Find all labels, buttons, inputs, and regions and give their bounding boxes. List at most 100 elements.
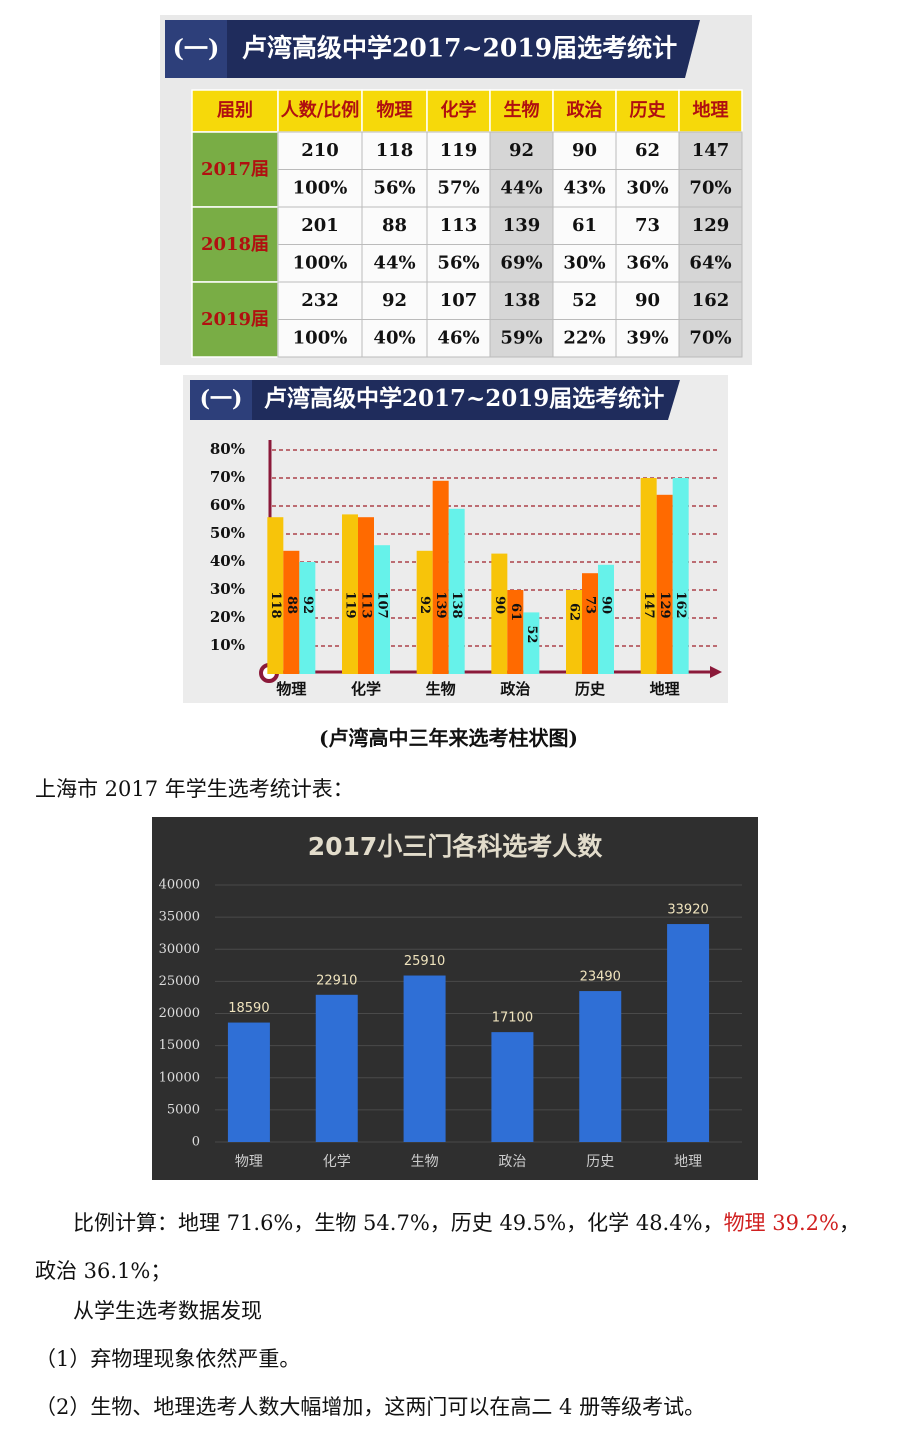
y-tick-label: 50% [210,524,245,542]
x-tick-label: 化学 [351,680,381,698]
intro: 上海市 2017 年学生选考统计表： [35,777,354,801]
bar [374,545,390,674]
cell-text: 22% [563,328,605,349]
bar-count-label: 92 [417,596,432,614]
bar [507,590,524,674]
cell-text: 119 [440,140,478,161]
data-cell [678,319,743,358]
y-tick-label: 10% [210,636,245,654]
bar [299,562,316,674]
y-tick-label: 70% [210,468,245,486]
bar [432,480,449,674]
chart2-title: 2017小三门各科选考人数 [308,832,604,861]
data-cell [277,131,363,170]
y-tick-label: 80% [210,440,245,458]
bar [582,573,598,674]
y-tick-label: 60% [210,496,245,514]
bar [656,494,673,674]
axis-arrow [710,666,722,678]
cell-text: 30% [626,178,668,199]
cell-text: 210 [301,140,339,161]
chart-title: 卢湾高级中学2017~2019届选考统计 [264,385,664,412]
bar-count-label: 113 [359,591,374,618]
cell-text: 118 [376,140,414,161]
cell-text: 138 [503,290,541,311]
data-cell [277,169,363,208]
header-cell [615,89,680,133]
header-cell [678,89,743,133]
cell-text: 100% [293,328,348,349]
y-tick-label: 20000 [159,1006,200,1021]
cell-text: 62 [635,140,660,161]
bar [342,514,358,674]
caption: (卢湾高中三年来选考柱状图) [319,726,578,750]
bar [598,564,614,674]
data-cell [489,169,554,208]
cell-text: 100% [293,178,348,199]
finding: （1）弃物理现象依然严重。 [35,1347,301,1371]
cell-text: 40% [373,328,415,349]
highlight: 物理 39.2% [723,1211,839,1235]
row-label: 2019届 [201,309,269,330]
bar-count-label: 147 [641,591,656,618]
data-cell [489,131,554,170]
y-tick-label: 30% [210,580,245,598]
header-cell [489,89,554,133]
bar [358,517,374,674]
cell-text: 69% [500,253,542,274]
data-cell [361,206,428,245]
cell-text: 57% [437,178,479,199]
data-cell [426,319,491,358]
header-text: 届别 [217,100,253,121]
bar [283,550,300,674]
y-tick-label: 40% [210,552,245,570]
cell-text: 56% [437,253,479,274]
value-label: 25910 [404,954,445,969]
row-label: 2018届 [201,234,269,255]
bar [672,478,689,674]
bar [416,550,433,674]
data-cell [615,244,680,283]
header-cell [277,89,363,133]
bar [267,517,284,674]
finding: （2）生物、地理选考人数大幅增加，这两门可以在高二 4 册等级考试。 [35,1395,706,1419]
bar-count-label: 52 [524,625,539,643]
bar [227,1022,270,1142]
value-label: 17100 [492,1011,533,1026]
data-cell [489,319,554,358]
data-cell [552,131,617,170]
badge: (一) [173,34,220,63]
bar [491,553,508,674]
x-tick-label: 物理 [235,1154,263,1170]
x-tick-label: 地理 [674,1154,702,1170]
cell-text: 59% [500,328,542,349]
bar-count-label: 138 [449,591,464,618]
bar [315,994,358,1142]
cell-text: 139 [503,215,541,236]
cell-text: 36% [626,253,668,274]
cell-text: 92 [382,290,407,311]
badge-bg [190,380,252,420]
header-text: 人数/比例 [281,99,360,121]
bar-count-label: 118 [268,591,283,618]
cell-text: 107 [440,290,478,311]
y-tick-label: 15000 [159,1038,200,1053]
bar-count-label: 73 [583,596,598,614]
bar-count-label: 61 [508,603,523,621]
data-cell [552,281,617,320]
value-label: 33920 [667,903,708,918]
cell-text: 39% [626,328,668,349]
x-tick-label: 化学 [323,1154,351,1170]
bar [403,975,446,1142]
value-label: 23490 [580,970,621,985]
cell-text: 90 [635,290,660,311]
bar-count-label: 90 [492,596,507,614]
cell-text: 56% [373,178,415,199]
bar-count-label: 62 [567,603,582,621]
cell-text: 129 [692,215,730,236]
bar-count-label: 119 [343,591,358,618]
row-label-cell [191,206,279,283]
x-tick-label: 政治 [500,680,530,698]
header-text: 地理 [693,99,729,121]
